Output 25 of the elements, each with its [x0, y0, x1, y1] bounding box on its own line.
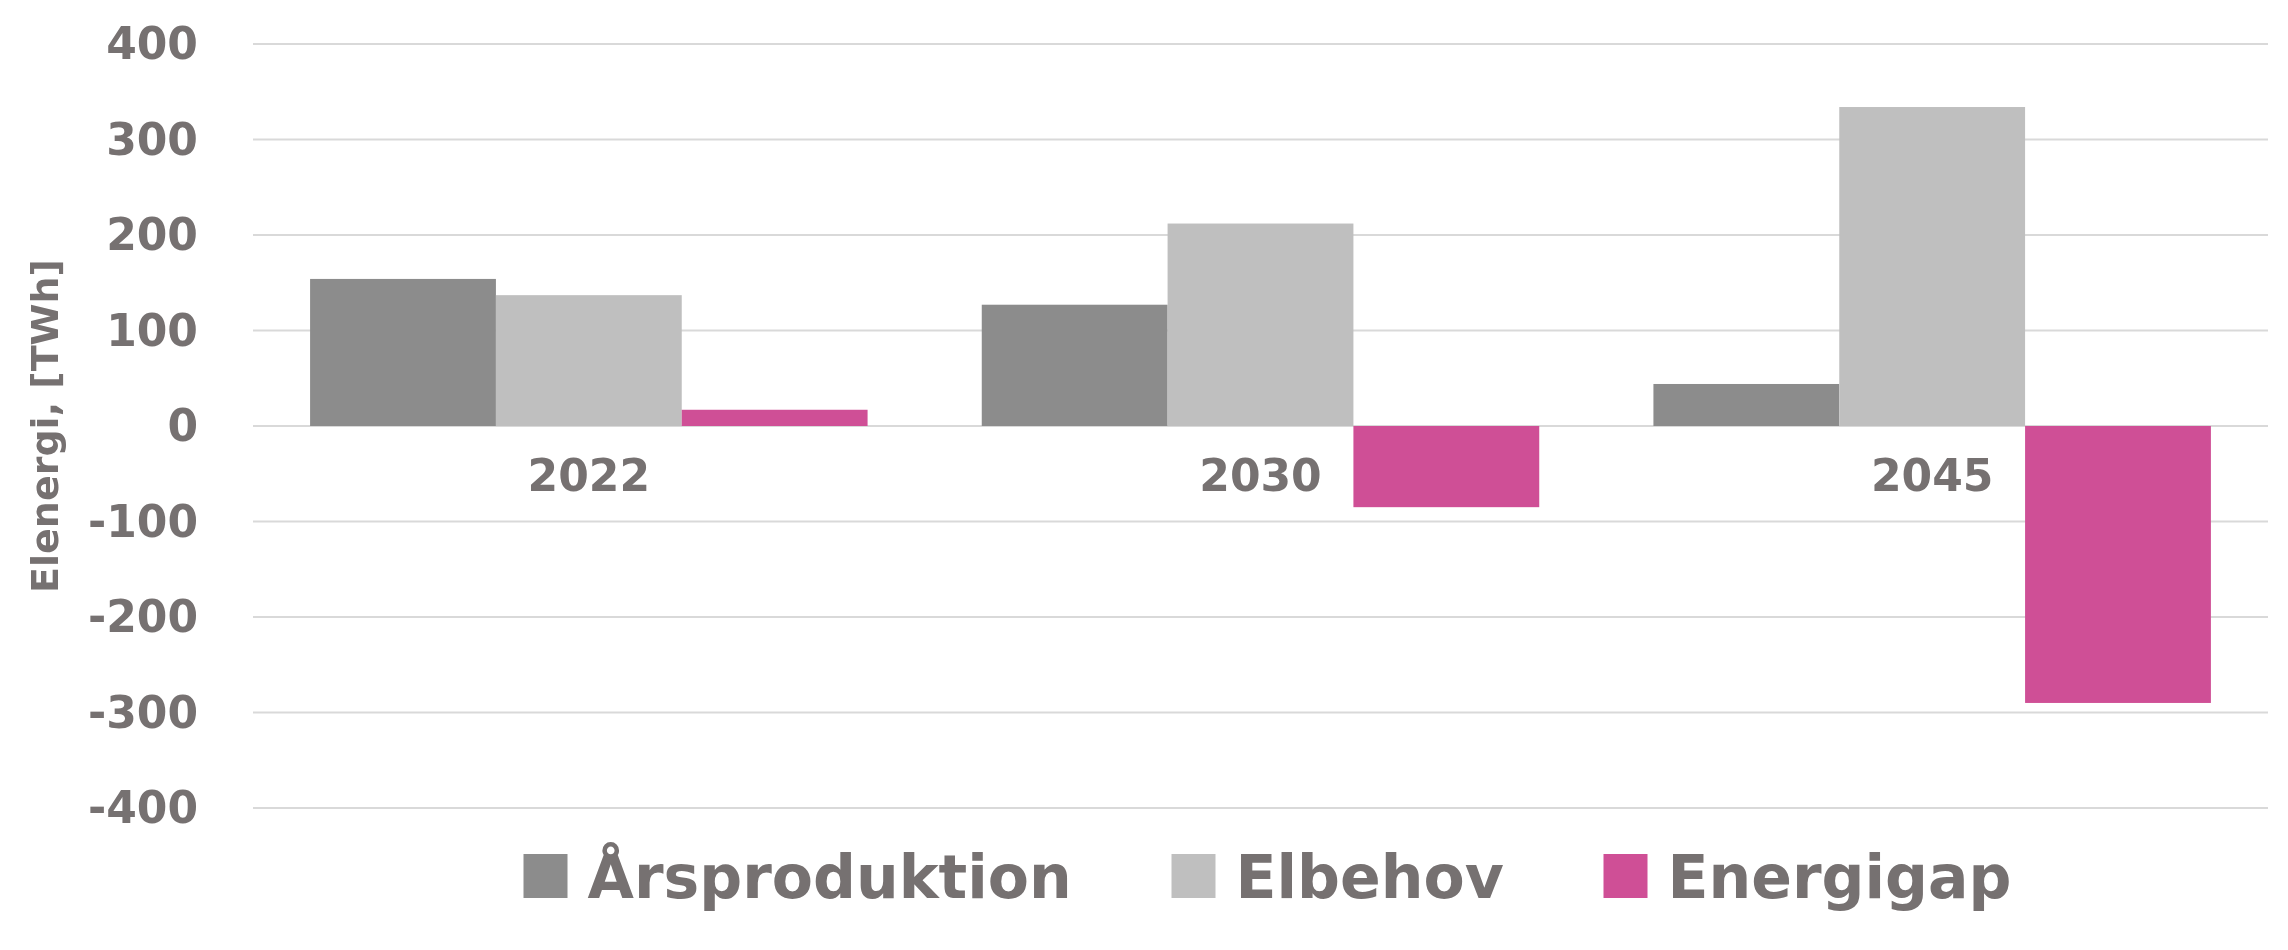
bar	[1167, 223, 1354, 426]
y-tick-label: 200	[106, 209, 198, 261]
y-tick-label: -100	[87, 495, 198, 547]
bar	[495, 295, 682, 426]
bar	[1653, 383, 1840, 426]
bar	[981, 304, 1168, 426]
y-tick-label: 300	[106, 113, 198, 165]
y-tick-label: 100	[106, 304, 198, 356]
bar	[2025, 426, 2211, 703]
x-tick-label: 2022	[527, 450, 651, 501]
y-axis-title: Elenergi, [TWh]	[23, 259, 67, 593]
bar	[310, 278, 496, 426]
bar	[1839, 107, 2026, 426]
bar	[681, 409, 868, 426]
y-tick-label: -200	[87, 591, 198, 643]
legend-label: Elbehov	[1235, 842, 1504, 912]
y-tick-label: -300	[87, 686, 198, 738]
y-tick-label: -400	[87, 782, 198, 834]
legend-label: Energigap	[1667, 842, 2012, 912]
y-tick-label: 400	[106, 18, 198, 70]
bar	[1353, 426, 1540, 508]
x-tick-label: 2030	[1199, 450, 1322, 501]
y-tick-label: 0	[167, 400, 198, 452]
x-tick-label: 2045	[1870, 450, 1994, 501]
legend-label: Årsproduktion	[587, 842, 1072, 912]
